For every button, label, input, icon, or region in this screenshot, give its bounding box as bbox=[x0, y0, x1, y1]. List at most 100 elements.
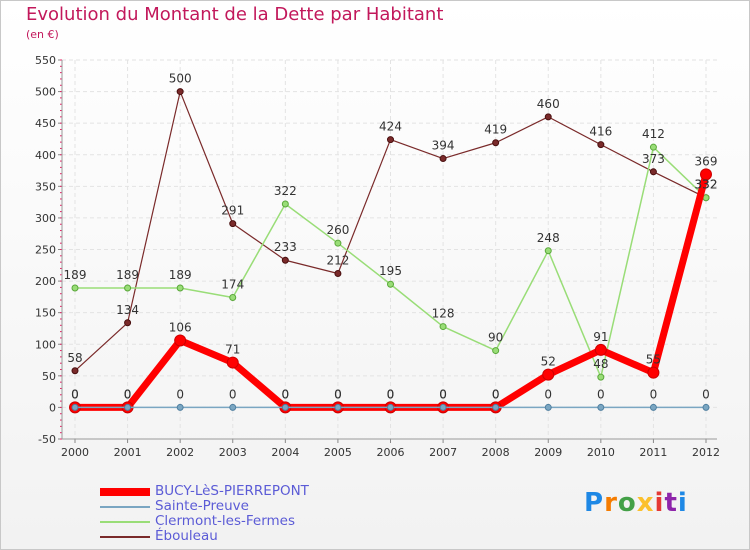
y-tick-label: 250 bbox=[35, 244, 56, 257]
y-tick-label: 300 bbox=[35, 212, 56, 225]
data-point bbox=[649, 403, 657, 411]
data-label: 0 bbox=[439, 387, 447, 401]
chart-title: Evolution du Montant de la Dette par Hab… bbox=[26, 4, 444, 25]
data-point bbox=[594, 343, 607, 356]
data-label: 0 bbox=[650, 387, 658, 401]
legend-label: Sainte-Preuve bbox=[155, 498, 249, 514]
data-point bbox=[281, 403, 289, 411]
data-point bbox=[176, 88, 184, 96]
data-label: 260 bbox=[326, 223, 349, 237]
x-tick-label: 2012 bbox=[692, 446, 720, 459]
data-label: 48 bbox=[593, 357, 608, 371]
series-2 bbox=[71, 143, 710, 381]
data-label: 0 bbox=[176, 387, 184, 401]
data-label: 91 bbox=[593, 330, 608, 344]
data-label: 500 bbox=[169, 72, 192, 86]
data-label: 0 bbox=[702, 387, 710, 401]
legend-label: BUCY-LèS-PIERREPONT bbox=[155, 483, 309, 499]
data-label: 424 bbox=[379, 120, 402, 134]
data-label: 0 bbox=[492, 387, 500, 401]
data-label: 332 bbox=[695, 178, 718, 192]
data-label: 332 bbox=[695, 178, 718, 192]
data-label: 195 bbox=[379, 264, 402, 278]
data-label: 0 bbox=[387, 387, 395, 401]
y-tick-label: 400 bbox=[35, 149, 56, 162]
data-label: 0 bbox=[544, 387, 552, 401]
data-label: 0 bbox=[282, 387, 290, 401]
data-point bbox=[439, 155, 447, 163]
legend-label: Clermont-les-Fermes bbox=[155, 513, 296, 529]
data-point bbox=[492, 139, 500, 147]
data-label: 71 bbox=[225, 343, 240, 357]
data-label: 0 bbox=[387, 387, 395, 401]
data-point bbox=[649, 143, 657, 151]
data-label: 0 bbox=[282, 387, 290, 401]
data-point bbox=[174, 334, 187, 347]
data-point bbox=[439, 403, 447, 411]
data-point bbox=[544, 113, 552, 121]
data-point bbox=[334, 403, 342, 411]
data-point bbox=[229, 403, 237, 411]
data-point bbox=[492, 403, 500, 411]
y-tick-label: 0 bbox=[49, 401, 56, 414]
y-tick-label: 450 bbox=[35, 117, 56, 130]
data-label: 0 bbox=[597, 387, 605, 401]
data-point bbox=[597, 141, 605, 149]
data-point bbox=[229, 294, 237, 302]
legend-swatch bbox=[100, 535, 150, 538]
data-point bbox=[71, 284, 79, 292]
data-label: 189 bbox=[169, 268, 192, 282]
data-label: 0 bbox=[124, 387, 132, 401]
series-1 bbox=[71, 403, 710, 411]
data-point bbox=[649, 168, 657, 176]
x-tick-label: 2009 bbox=[534, 446, 562, 459]
data-label: 128 bbox=[432, 307, 455, 321]
data-point bbox=[544, 247, 552, 255]
data-point bbox=[71, 367, 79, 375]
data-label: 55 bbox=[646, 353, 661, 367]
data-label: 460 bbox=[537, 97, 560, 111]
legend-swatch bbox=[100, 520, 150, 523]
data-label: 416 bbox=[589, 125, 612, 139]
x-tick-label: 2008 bbox=[482, 446, 510, 459]
data-label: 134 bbox=[116, 303, 139, 317]
y-tick-label: 50 bbox=[42, 370, 56, 383]
data-label: 58 bbox=[67, 351, 82, 365]
x-tick-label: 2006 bbox=[377, 446, 405, 459]
data-label: 0 bbox=[334, 387, 342, 401]
legend-swatch bbox=[100, 505, 150, 508]
x-tick-label: 2000 bbox=[61, 446, 89, 459]
proxiti-logo: Proxiti bbox=[584, 488, 688, 518]
y-tick-label: 350 bbox=[35, 180, 56, 193]
y-tick-label: 150 bbox=[35, 307, 56, 320]
data-point bbox=[647, 366, 660, 379]
data-label: 90 bbox=[488, 331, 503, 345]
data-label: 369 bbox=[695, 154, 718, 168]
data-point bbox=[387, 136, 394, 144]
data-label: 0 bbox=[334, 387, 342, 401]
y-tick-label: 200 bbox=[35, 275, 56, 288]
data-point bbox=[492, 347, 500, 355]
x-tick-label: 2003 bbox=[219, 446, 247, 459]
data-point bbox=[281, 200, 289, 208]
data-point bbox=[229, 220, 237, 228]
data-label: 322 bbox=[274, 184, 297, 198]
y-tick-label: -50 bbox=[38, 433, 56, 446]
data-label: 0 bbox=[71, 387, 79, 401]
data-point bbox=[387, 403, 394, 411]
data-point bbox=[542, 368, 555, 381]
data-label: 106 bbox=[169, 320, 192, 334]
data-label: 212 bbox=[326, 254, 349, 268]
data-point bbox=[71, 403, 79, 411]
data-point bbox=[281, 256, 289, 264]
y-tick-label: 500 bbox=[35, 86, 56, 99]
legend-label: Ébouleau bbox=[155, 528, 218, 544]
data-label: 394 bbox=[432, 139, 455, 153]
x-tick-label: 2001 bbox=[114, 446, 142, 459]
data-label: 291 bbox=[221, 204, 244, 218]
x-tick-label: 2010 bbox=[587, 446, 615, 459]
data-point bbox=[176, 284, 184, 292]
data-label: 233 bbox=[274, 240, 297, 254]
data-label: 248 bbox=[537, 231, 560, 245]
